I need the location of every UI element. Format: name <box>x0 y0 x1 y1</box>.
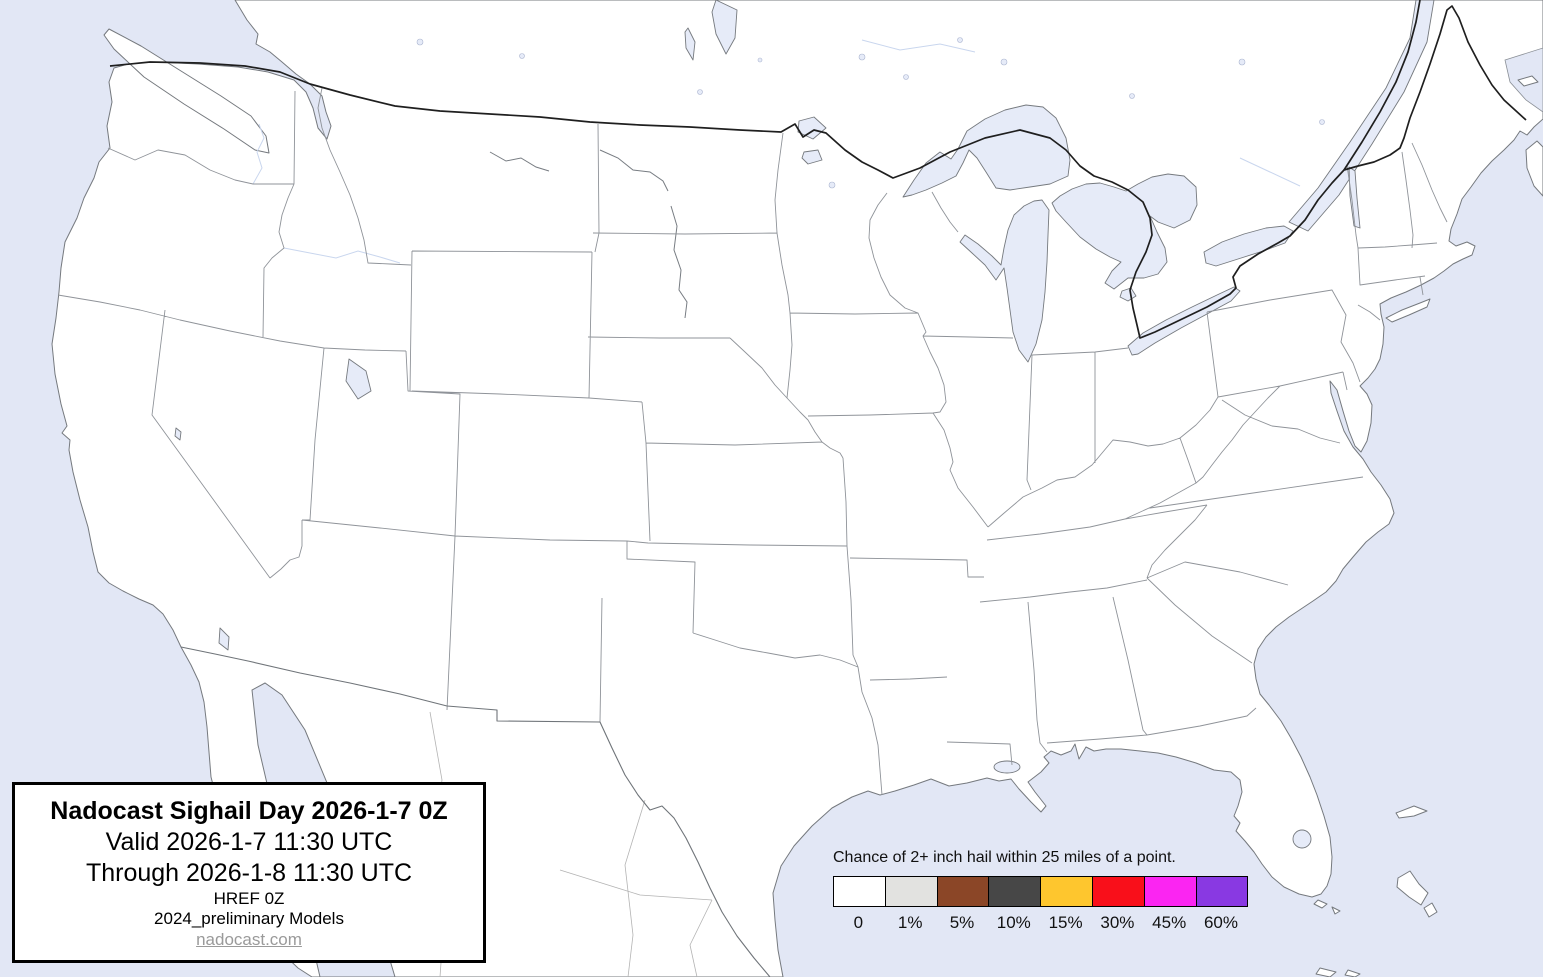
st-lawrence-river <box>1288 0 1435 232</box>
lake-okeechobee <box>1292 829 1312 849</box>
legend-label: 45% <box>1152 913 1187 932</box>
florida-keys <box>1313 899 1328 909</box>
legend-caption: Chance of 2+ inch hail within 25 miles o… <box>833 849 1176 866</box>
nova-scotia <box>1525 140 1543 197</box>
salton-sea <box>218 627 230 651</box>
legend-label: 10% <box>996 913 1031 932</box>
through-time: Through 2026-1-8 11:30 UTC <box>85 858 413 887</box>
lake-manitoba <box>684 27 696 61</box>
us-canada-border <box>109 0 1527 339</box>
probability-legend: Chance of 2+ inch hail within 25 miles o… <box>833 848 1249 933</box>
legend-label-row: 0 1% 5% 10% 15% 30% 45% 60% <box>833 913 1248 933</box>
lake-superior <box>902 104 1071 198</box>
state-borders <box>57 87 1448 796</box>
landmass-layer <box>51 0 1543 977</box>
model-run-label: HREF 0Z <box>213 888 285 908</box>
lake-champlain <box>1348 166 1361 229</box>
legend-label: 0 <box>853 913 864 932</box>
lake-michigan <box>959 199 1050 363</box>
grand-bahama-island <box>1395 805 1428 819</box>
bahama-islet <box>1423 902 1438 918</box>
models-note: 2024_preliminary Models <box>154 908 344 928</box>
legend-label: 15% <box>1048 913 1083 932</box>
vancouver-island <box>103 28 270 154</box>
florida-keys-2 <box>1331 906 1341 915</box>
nadocast-website-link[interactable]: nadocast.com <box>196 929 302 949</box>
legend-swatch <box>1195 876 1249 907</box>
andros-island <box>1396 870 1429 906</box>
legend-label: 30% <box>1100 913 1135 932</box>
legend-label: 1% <box>897 913 923 932</box>
lake-ontario <box>1203 225 1294 267</box>
north-america-mainland <box>51 0 1543 977</box>
legend-label: 5% <box>949 913 975 932</box>
lower-keys <box>1315 967 1337 977</box>
valid-time: Valid 2026-1-7 11:30 UTC <box>105 827 393 856</box>
legend-swatch <box>936 876 990 907</box>
legend-swatch <box>884 876 938 907</box>
lake-tahoe <box>174 427 182 441</box>
legend-swatch <box>988 876 1042 907</box>
lower-keys-2 <box>1344 969 1361 977</box>
red-lakes <box>801 149 823 165</box>
lake-winnipeg <box>711 0 738 55</box>
prince-edward-island <box>1517 75 1539 87</box>
legend-swatch <box>1143 876 1197 907</box>
forecast-title: Nadocast Sighail Day 2026-1-7 0Z <box>50 796 448 825</box>
long-island <box>1385 298 1431 323</box>
small-canadian-lakes <box>416 37 1325 189</box>
atlantic-islands <box>146 75 1543 977</box>
missouri-river-nd <box>599 149 669 192</box>
great-salt-lake <box>345 358 372 400</box>
legend-swatch <box>1091 876 1145 907</box>
legend-swatch <box>1040 876 1093 907</box>
legend-swatch-row <box>833 876 1249 907</box>
forecast-title-box: Nadocast Sighail Day 2026-1-7 0Z Valid 2… <box>12 782 486 963</box>
missouri-river-sd <box>670 205 688 319</box>
legend-swatch <box>833 876 886 907</box>
lakes-layer <box>174 0 1435 849</box>
rivers-layer <box>252 39 1301 319</box>
legend-label: 60% <box>1203 913 1238 932</box>
us-mexico-border <box>180 646 771 977</box>
lake-pontchartrain <box>993 760 1021 774</box>
fort-peck-reservoir <box>489 151 550 172</box>
